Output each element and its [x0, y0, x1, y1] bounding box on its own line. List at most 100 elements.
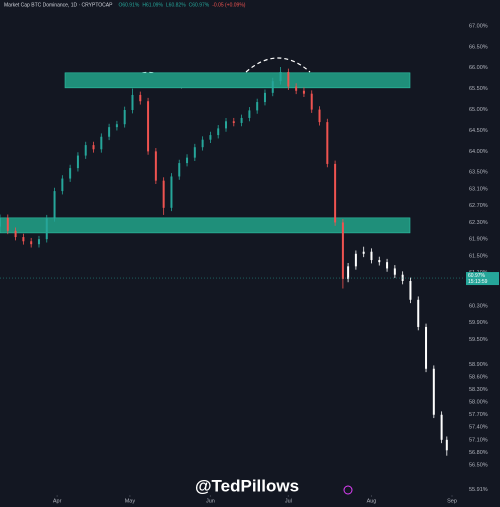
- candle-body: [69, 168, 72, 179]
- candle-body: [162, 180, 165, 208]
- y-tick-label: 56.50%: [469, 462, 488, 468]
- y-tick-label: 59.50%: [469, 337, 488, 343]
- candle-body: [139, 94, 142, 102]
- candle-body: [295, 86, 298, 91]
- candle-body: [193, 147, 196, 158]
- candle-body: [386, 262, 389, 269]
- candle-body: [123, 109, 126, 125]
- candle-body: [302, 90, 305, 94]
- candle-body: [186, 157, 189, 164]
- y-tick-label: 61.50%: [469, 253, 488, 259]
- candle-body: [326, 122, 329, 164]
- y-tick-label: 66.50%: [469, 44, 488, 50]
- candle-body: [232, 121, 235, 123]
- y-tick-label: 56.80%: [469, 450, 488, 456]
- candle-body: [362, 251, 365, 254]
- header: Market Cap BTC Dominance, 1D · CRYPTOCAP: [4, 2, 113, 8]
- zone: [0, 217, 411, 234]
- candle-body: [30, 241, 33, 245]
- candle-body: [425, 326, 428, 369]
- candle-body: [417, 299, 420, 327]
- price-tag-label: 60.97%: [468, 273, 486, 279]
- candle-body: [45, 218, 48, 240]
- x-tick-label: Jul: [285, 498, 292, 504]
- candle-body: [22, 237, 25, 242]
- candle-body: [334, 163, 337, 223]
- candle-body: [147, 101, 150, 152]
- y-tick-label: 63.10%: [469, 186, 488, 192]
- y-tick-label: 58.60%: [469, 375, 488, 381]
- candle-body: [37, 239, 40, 245]
- candle-body: [14, 230, 17, 238]
- candle-body: [170, 176, 173, 208]
- x-tick-label: Aug: [367, 498, 377, 504]
- y-tick-label: 67.00%: [469, 23, 488, 29]
- price-tag: [466, 272, 499, 286]
- y-tick-label: 62.70%: [469, 203, 488, 209]
- y-tick-label: 61.90%: [469, 237, 488, 243]
- candle-body: [279, 71, 282, 82]
- y-tick-label: 58.90%: [469, 362, 488, 368]
- candle-body: [0, 217, 1, 227]
- ohlc-value: C60.97%: [189, 2, 210, 8]
- candle-body: [131, 94, 134, 110]
- candle-body: [347, 266, 350, 279]
- candle-body: [440, 414, 443, 440]
- ohlc-value: L60.82%: [166, 2, 186, 8]
- y-tick-label: 57.40%: [469, 425, 488, 431]
- candle-body: [393, 268, 396, 275]
- y-tick-label: 66.00%: [469, 65, 488, 71]
- y-tick-label: 59.90%: [469, 320, 488, 326]
- candle-body: [201, 139, 204, 148]
- x-tick-label: May: [125, 498, 136, 504]
- candle-body: [263, 92, 266, 103]
- candle-body: [154, 151, 157, 181]
- candle-body: [445, 439, 448, 451]
- candle-body: [84, 145, 87, 156]
- candle-body: [370, 251, 373, 261]
- candle-body: [256, 102, 259, 111]
- y-tick-label: 65.50%: [469, 86, 488, 92]
- y-tick-label: 57.70%: [469, 412, 488, 418]
- candle-body: [409, 280, 412, 300]
- y-tick-label: 64.00%: [469, 149, 488, 155]
- y-tick-label: 65.00%: [469, 107, 488, 113]
- candle-body: [310, 93, 313, 110]
- ohlc-value: O60.91%: [118, 2, 139, 8]
- candle-body: [287, 71, 290, 87]
- y-tick-label: 55.91%: [469, 487, 488, 493]
- candle-body: [318, 109, 321, 123]
- candle-body: [76, 155, 79, 169]
- price-axis: [465, 0, 500, 507]
- watermark: @TedPillows: [195, 476, 299, 495]
- candle-body: [92, 145, 95, 150]
- candle-body: [341, 222, 344, 279]
- ohlc-value: H61.09%: [142, 2, 163, 8]
- candle-body: [217, 128, 220, 136]
- candle-body: [53, 191, 56, 219]
- price-tag-timer: 15:13:59: [468, 279, 488, 285]
- y-tick-label: 62.30%: [469, 220, 488, 226]
- candle-body: [378, 260, 381, 263]
- candle-body: [100, 136, 103, 150]
- x-tick-label: Apr: [53, 498, 62, 504]
- y-tick-label: 58.30%: [469, 387, 488, 393]
- x-tick-label: Sep: [447, 498, 457, 504]
- chart-title: Market Cap BTC Dominance, 1D · CRYPTOCAP: [4, 2, 113, 8]
- arc-annotation: [245, 57, 311, 73]
- y-tick-label: 64.50%: [469, 128, 488, 134]
- y-tick-label: 60.30%: [469, 304, 488, 310]
- y-tick-label: 63.50%: [469, 170, 488, 176]
- y-tick-label: 58.00%: [469, 400, 488, 406]
- candle-body: [178, 163, 181, 177]
- candle-body: [354, 253, 357, 267]
- candle-body: [6, 217, 9, 231]
- candle-body: [108, 127, 111, 137]
- candle-body: [271, 81, 274, 93]
- candle-body: [248, 110, 251, 118]
- candle-body: [432, 368, 435, 415]
- ohlc-value: -0.05 (+0.09%): [212, 2, 246, 8]
- candle-body: [61, 178, 64, 192]
- candle-body: [209, 135, 212, 140]
